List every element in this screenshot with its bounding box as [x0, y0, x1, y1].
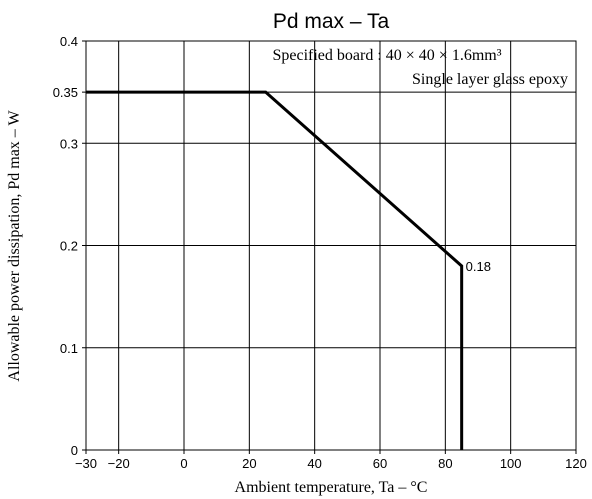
- x-tick-label: 80: [438, 456, 452, 471]
- annotation-board-spec: Specified board : 40 × 40 × 1.6mm³: [272, 47, 501, 64]
- x-tick-label: 120: [565, 456, 587, 471]
- grid: [86, 41, 576, 450]
- x-tick-label: 0: [180, 456, 187, 471]
- x-axis-label: Ambient temperature, Ta – °C: [235, 479, 428, 496]
- y-axis-ticks: 0 0.1 0.2 0.3 0.35 0.4: [53, 34, 86, 458]
- y-tick-label: 0.35: [53, 85, 78, 100]
- y-tick-label: 0.1: [60, 341, 78, 356]
- x-tick-label: 60: [373, 456, 387, 471]
- y-axis-label: Allowable power dissipation, Pd max – W: [6, 109, 23, 381]
- x-tick-label: −20: [108, 456, 130, 471]
- y-tick-label: 0: [71, 443, 78, 458]
- x-tick-label: 100: [500, 456, 522, 471]
- y-tick-label: 0.3: [60, 136, 78, 151]
- x-tick-label: 20: [242, 456, 256, 471]
- data-label-0-18: 0.18: [466, 259, 491, 274]
- x-tick-label: 40: [307, 456, 321, 471]
- x-axis-ticks: −30 −20 0 20 40 60 80 100 120: [75, 450, 587, 471]
- series-line-pd-max: [86, 90, 464, 450]
- chart-title: Pd max – Ta: [273, 10, 390, 33]
- y-tick-label: 0.2: [60, 239, 78, 254]
- y-tick-label: 0.4: [60, 34, 78, 49]
- x-tick-label: −30: [75, 456, 97, 471]
- annotation-board-material: Single layer glass epoxy: [412, 71, 568, 88]
